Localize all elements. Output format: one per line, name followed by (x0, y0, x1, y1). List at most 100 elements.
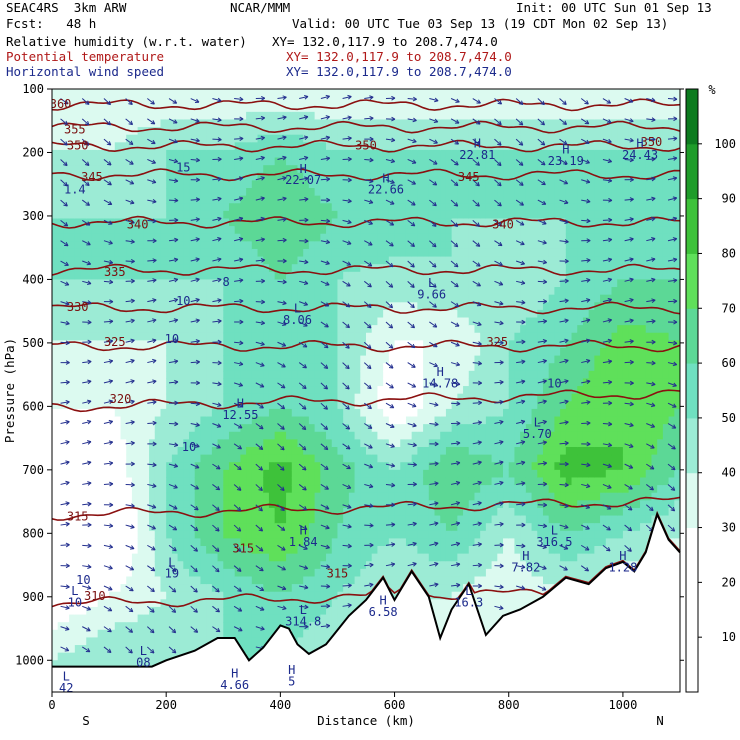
rh-cell (417, 424, 424, 433)
rh-cell (234, 188, 241, 197)
rh-cell (137, 568, 144, 578)
rh-cell (120, 530, 127, 539)
rh-cell (280, 416, 287, 425)
rh-cell (200, 149, 207, 159)
rh-cell (263, 233, 270, 242)
rh-cell (154, 568, 162, 578)
rh-cell (366, 210, 373, 220)
rh-cell (171, 172, 179, 182)
rh-cell (114, 439, 122, 448)
rh-cell (251, 462, 259, 471)
rh-cell (183, 469, 190, 479)
rh-cell (228, 507, 236, 517)
rh-cell (57, 89, 65, 98)
rh-cell (177, 279, 184, 288)
rh-cell (137, 264, 144, 273)
rh-cell (405, 401, 413, 410)
rh-cell (211, 561, 219, 570)
rh-cell (211, 538, 219, 547)
rh-cell (291, 96, 299, 105)
rh-cell (423, 431, 430, 440)
rh-cell (268, 210, 276, 220)
rh-cell (371, 127, 379, 136)
rh-cell (166, 363, 173, 372)
rh-cell (80, 485, 87, 494)
rh-cell (348, 439, 356, 448)
rh-cell (280, 226, 287, 235)
rh-cell (246, 424, 253, 433)
rh-cell (303, 462, 310, 471)
rh-cell (274, 279, 281, 288)
rh-cell (343, 538, 350, 547)
rh-cell (246, 507, 253, 517)
rh-cell (428, 370, 436, 380)
rh-cell (91, 302, 99, 311)
rh-cell (268, 172, 276, 182)
rh-cell (428, 416, 436, 425)
rh-cell (109, 188, 116, 197)
rh-cell (280, 302, 287, 311)
rh-cell (348, 104, 356, 113)
rh-cell (240, 149, 247, 159)
rh-cell (354, 454, 361, 463)
rh-cell (423, 89, 430, 98)
rh-cell (126, 172, 133, 182)
rh-cell (189, 355, 196, 364)
rh-cell (69, 515, 76, 524)
rh-cell (183, 645, 190, 654)
rh-cell (371, 538, 379, 547)
rh-cell (69, 576, 76, 585)
rh-cell (223, 492, 230, 501)
rh-cell (126, 446, 133, 456)
rh-cell (417, 546, 424, 555)
rh-cell (63, 195, 70, 204)
rh-cell (331, 454, 339, 463)
rh-cell (331, 599, 339, 608)
rh-cell (228, 226, 236, 235)
rh-cell (366, 401, 373, 410)
rh-cell (86, 302, 93, 311)
rh-cell (291, 477, 299, 486)
rh-cell (423, 462, 430, 471)
rh-cell (137, 606, 144, 616)
rh-cell (394, 523, 401, 532)
rh-cell (177, 591, 184, 600)
rh-cell (137, 500, 144, 509)
forecast-hour: Fcst: 48 h (6, 16, 97, 31)
rh-cell (405, 386, 413, 395)
rh-cell (69, 134, 76, 143)
rh-cell (388, 165, 396, 174)
rh-cell (371, 515, 379, 524)
rh-cell (211, 355, 219, 364)
rh-cell (103, 309, 110, 319)
rh-cell (234, 226, 241, 235)
rh-cell (86, 424, 93, 433)
rh-cell (371, 271, 379, 281)
rh-cell (126, 515, 133, 524)
rh-cell (74, 469, 82, 479)
rh-cell (166, 454, 173, 463)
rh-cell (69, 431, 76, 440)
rh-cell (91, 127, 99, 136)
rh-cell (377, 119, 384, 128)
rh-cell (114, 386, 122, 395)
rh-cell (69, 332, 76, 341)
rh-cell (303, 515, 310, 524)
rh-cell (377, 149, 384, 159)
rh-cell (291, 523, 299, 532)
rh-cell (228, 218, 236, 227)
rh-cell (280, 325, 287, 334)
rh-cell (366, 195, 373, 204)
rh-cell (166, 264, 173, 273)
rh-cell (166, 210, 173, 220)
rh-cell (120, 332, 127, 341)
rh-cell (343, 226, 350, 235)
rh-cell (291, 599, 299, 608)
rh-cell (326, 165, 333, 174)
rh-cell (246, 462, 253, 471)
rh-cell (286, 309, 293, 319)
rh-cell (286, 546, 293, 555)
rh-cell (57, 492, 65, 501)
rh-cell (160, 332, 167, 341)
rh-cell (177, 241, 184, 250)
